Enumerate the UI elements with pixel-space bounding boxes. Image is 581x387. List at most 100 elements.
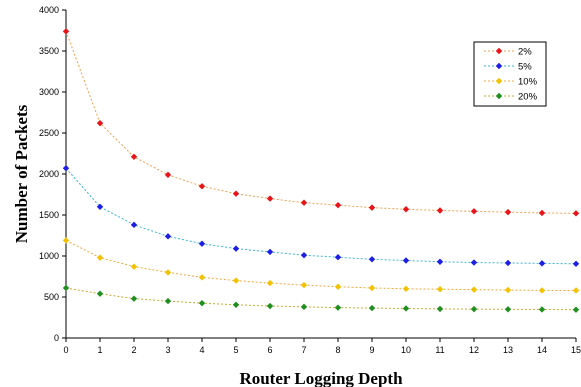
legend-box	[473, 41, 547, 107]
data-point	[300, 199, 308, 206]
data-point	[198, 274, 206, 281]
x-ticks: 0 1 2 3 4 5 6 7 8 9 10 11 12 13 14 15	[63, 338, 581, 355]
data-point	[402, 206, 410, 213]
data-point	[334, 254, 342, 261]
data-point	[334, 283, 342, 290]
y-tick-label: 1000	[39, 251, 59, 261]
data-point	[504, 259, 512, 267]
data-point	[436, 258, 444, 265]
y-tick-label: 500	[44, 292, 59, 302]
data-point	[130, 153, 138, 160]
legend-label: 10%	[518, 77, 538, 88]
data-point	[368, 304, 376, 312]
data-point	[402, 305, 410, 312]
legend-label: 5%	[518, 62, 532, 73]
x-axis-title: Router Logging Depth	[239, 369, 403, 387]
data-point	[130, 295, 138, 302]
data-point	[572, 210, 580, 217]
series-markers	[62, 28, 580, 313]
data-point	[232, 301, 240, 308]
legend: 2% 5% 10% 20%	[473, 41, 547, 107]
legend-marker	[495, 62, 503, 70]
data-point	[300, 281, 308, 289]
data-point	[198, 240, 206, 247]
x-tick-label: 4	[199, 345, 204, 355]
series-lines	[65, 31, 577, 311]
data-point	[402, 257, 410, 264]
x-tick-label: 8	[335, 345, 340, 355]
data-point	[538, 260, 546, 267]
legend-marker	[495, 47, 503, 55]
data-point	[436, 286, 444, 293]
data-point	[470, 259, 478, 266]
data-point	[198, 299, 206, 307]
data-point	[436, 207, 444, 214]
legend-label: 2%	[518, 47, 532, 58]
data-point	[436, 305, 444, 313]
data-point	[368, 256, 376, 263]
data-point	[96, 203, 104, 210]
y-tick-label: 2000	[39, 169, 59, 179]
x-tick-label: 11	[435, 345, 444, 355]
x-tick-label: 7	[301, 345, 306, 355]
legend-label: 20%	[518, 92, 538, 103]
data-point	[334, 201, 342, 209]
data-point	[572, 287, 580, 294]
x-tick-label: 0	[63, 345, 68, 355]
data-point	[164, 297, 172, 305]
data-point	[164, 269, 172, 276]
data-point	[368, 284, 376, 292]
data-point	[62, 237, 70, 244]
series-line-0	[65, 31, 577, 214]
x-tick-label: 2	[131, 345, 136, 355]
data-point	[368, 204, 376, 211]
data-point	[198, 183, 206, 190]
data-point	[504, 208, 512, 216]
data-point	[96, 290, 104, 297]
data-point	[402, 285, 410, 292]
data-point	[62, 284, 70, 292]
data-point	[164, 233, 172, 240]
x-tick-label: 15	[571, 345, 581, 355]
y-tick-label: 1500	[39, 210, 59, 220]
series-line-1	[65, 167, 577, 265]
data-point	[470, 208, 478, 215]
data-point	[470, 286, 478, 293]
x-tick-label: 13	[503, 345, 513, 355]
x-tick-label: 5	[233, 345, 238, 355]
data-point	[130, 263, 138, 270]
y-tick-label: 0	[54, 333, 59, 343]
data-point	[266, 195, 274, 202]
data-point	[334, 304, 342, 311]
data-point	[266, 302, 274, 310]
data-point	[232, 277, 240, 284]
data-point	[232, 245, 240, 252]
data-point	[62, 28, 70, 35]
x-tick-label: 14	[537, 345, 547, 355]
data-point	[572, 260, 580, 267]
data-point	[62, 165, 70, 172]
x-tick-label: 12	[469, 345, 479, 355]
data-point	[300, 251, 308, 259]
legend-marker	[495, 92, 503, 100]
data-point	[266, 248, 274, 256]
y-tick-label: 3000	[39, 87, 59, 97]
x-tick-label: 9	[369, 345, 374, 355]
data-point	[504, 306, 512, 313]
data-point	[266, 279, 274, 287]
data-point	[504, 286, 512, 294]
data-point	[538, 287, 546, 294]
x-tick-label: 3	[165, 345, 170, 355]
y-tick-label: 2500	[39, 128, 59, 138]
legend-marker	[495, 77, 503, 85]
data-point	[96, 254, 104, 261]
data-point	[572, 306, 580, 313]
series-line-3	[65, 287, 577, 311]
data-point	[538, 209, 546, 217]
data-point	[164, 171, 172, 179]
x-tick-label: 10	[401, 345, 411, 355]
data-point	[232, 190, 240, 197]
x-tick-label: 6	[267, 345, 272, 355]
data-point	[538, 306, 546, 313]
